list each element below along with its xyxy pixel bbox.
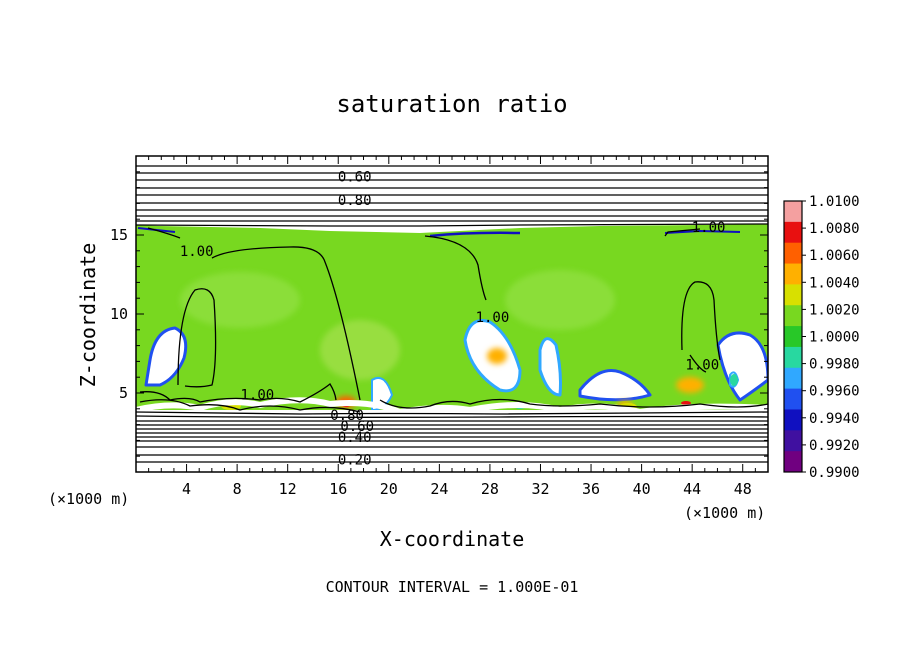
contour-line [689,354,707,373]
colorbar-label: 1.0080 [809,221,860,237]
chart-title: saturation ratio [336,90,567,118]
y-tick-label: 5 [119,384,128,402]
colorbar-swatch [784,263,802,285]
contour-line [136,411,768,415]
colorbar-label: 1.0060 [809,248,860,264]
contour-label: 0.20 [338,452,372,468]
contour-line [136,223,768,227]
colorbar-label: 0.9960 [809,384,860,400]
x-tick-label: 16 [329,480,347,498]
y-axis-label: Z-coordinate [76,243,100,388]
colorbar-label: 1.0000 [809,330,860,346]
colorbar: 1.0100 1.0080 1.0060 1.0040 1.0020 1.0000 0.99… [783,194,860,481]
x-tick-label: 12 [279,480,297,498]
contour-labels: 0.600.801.001.001.001.001.000.800.600.40… [180,170,726,469]
colorbar-swatch [784,346,802,369]
field-red-spot [681,401,691,405]
colorbar-swatch [784,221,802,244]
colorbar-label: 1.0020 [809,302,860,318]
contour-line [177,288,217,388]
colorbar-swatch [784,305,802,327]
colorbar-swatch [784,451,802,473]
contour-line [136,415,768,418]
field-rim-blue [429,231,521,238]
field-dry-pocket [144,326,188,387]
field-light-patch [505,270,615,330]
contour-line [664,228,701,237]
colorbar-label: 0.9940 [809,411,860,427]
contour-label: 1.00 [685,358,719,374]
colorbar-label: 1.0040 [809,275,860,291]
x-axis-unit-right: (×1000 m) [684,504,765,522]
field-hot-spot [676,377,704,393]
x-tick-label: 40 [633,480,651,498]
contour-label: 0.40 [338,430,372,446]
colorbar-swatch [784,388,802,410]
colorbar-swatch [784,242,802,265]
x-tick-label: 24 [430,480,448,498]
field-green-region [136,224,768,410]
contour-label: 1.00 [476,310,510,326]
field-cyan-spot [730,374,738,386]
x-axis-label: X-coordinate [380,527,525,551]
x-tick-label: 28 [481,480,499,498]
colorbar-label: 0.9900 [809,465,860,481]
contour-line [379,398,768,409]
field-dry-pocket [538,337,562,397]
colorbar-swatch [784,284,802,306]
colorbar-label: 1.0100 [809,194,860,210]
y-tick-label: 15 [110,226,128,244]
contour-label: 1.00 [240,388,274,404]
field-hot-spot [487,348,507,364]
contour-line [147,227,361,401]
contour-label: 0.80 [330,408,364,424]
field-light-patch [180,272,300,328]
field-light-patch [320,320,400,380]
contour-line [139,399,361,413]
x-tick-label: 8 [233,480,242,498]
y-axis: 5 10 15 [110,171,768,457]
x-tick-label: 32 [531,480,549,498]
colorbar-swatch [784,430,802,452]
field-lower-edge [136,397,768,416]
field-rim-blue [664,229,741,234]
x-axis-unit-left: (×1000 m) [48,490,129,508]
contour-label: 0.60 [338,170,372,186]
x-tick-label: 48 [734,480,752,498]
contour-label: 0.80 [338,193,372,209]
x-tick-label: 20 [380,480,398,498]
x-tick-label: 4 [182,480,191,498]
colorbar-label: 0.9920 [809,438,860,454]
colorbar-swatch [784,326,802,348]
contour-label: 1.00 [692,220,726,236]
x-axis: 4 8 12 16 20 24 28 32 36 40 44 48 [148,156,756,498]
colorbar-swatch [784,201,802,223]
plot-area: 0.600.801.001.001.001.001.000.800.600.40… [136,156,768,472]
y-tick-label: 10 [110,305,128,323]
contour-line [681,281,721,361]
colorbar-label: 0.9980 [809,357,860,373]
x-tick-label: 36 [582,480,600,498]
x-tick-label: 44 [683,480,701,498]
contour-interval-note: CONTOUR INTERVAL = 1.000E-01 [326,578,579,596]
contour-label: 0.60 [340,419,374,435]
contour-label: 1.00 [180,244,214,260]
field-dry-pocket [371,376,393,411]
field-dry-pocket [578,369,652,402]
colorbar-swatch [784,409,802,431]
contour-line [424,235,487,301]
colorbar-swatch [784,367,802,390]
